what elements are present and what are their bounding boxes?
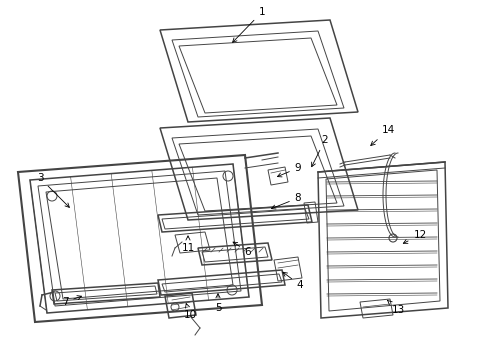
- Text: 3: 3: [37, 173, 70, 207]
- Text: 4: 4: [283, 272, 303, 290]
- Text: 2: 2: [312, 135, 328, 167]
- Text: 11: 11: [181, 236, 195, 253]
- Text: 10: 10: [183, 303, 196, 320]
- Text: 14: 14: [371, 125, 394, 145]
- Text: 9: 9: [277, 163, 301, 177]
- Text: 1: 1: [233, 7, 265, 42]
- Text: 12: 12: [403, 230, 427, 243]
- Text: 8: 8: [271, 193, 301, 209]
- Text: 13: 13: [388, 300, 405, 315]
- Text: 7: 7: [62, 296, 81, 307]
- Text: 6: 6: [233, 242, 251, 257]
- Text: 5: 5: [215, 294, 221, 313]
